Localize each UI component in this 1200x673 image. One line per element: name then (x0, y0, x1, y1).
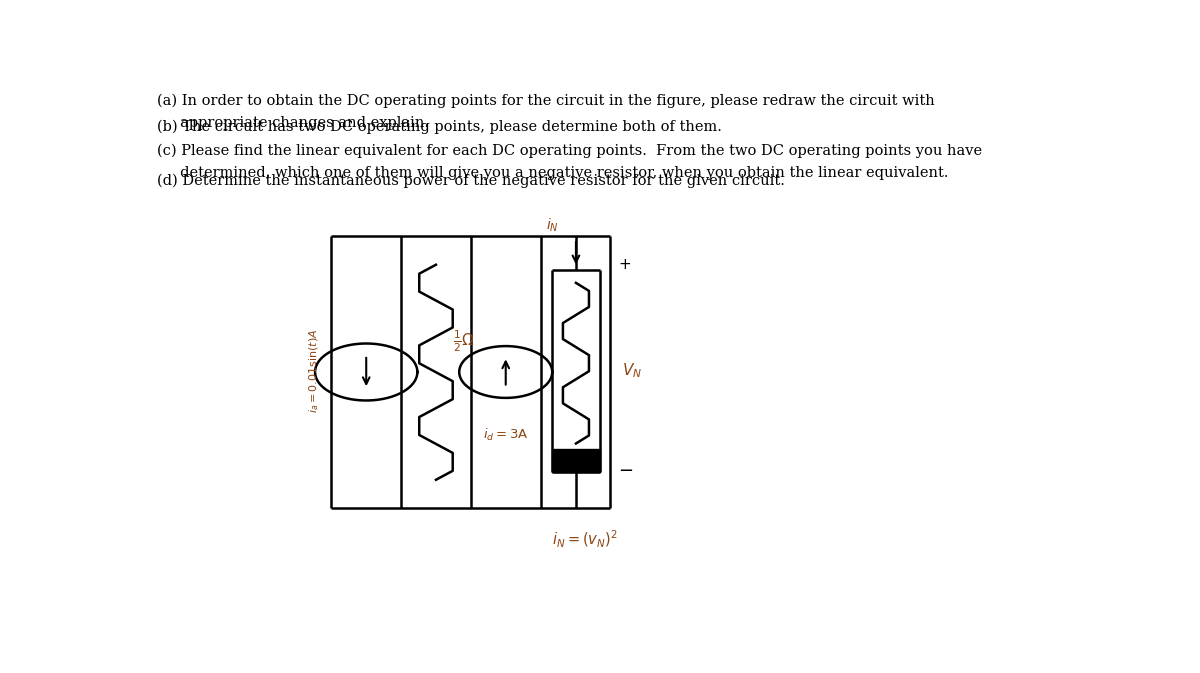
Text: $-$: $-$ (618, 460, 632, 479)
Text: $i_N$: $i_N$ (546, 216, 559, 234)
Text: (a) In order to obtain the DC operating points for the circuit in the figure, pl: (a) In order to obtain the DC operating … (157, 94, 935, 108)
Text: appropriate changes and explain.: appropriate changes and explain. (157, 116, 430, 130)
Text: $V_N$: $V_N$ (622, 361, 642, 380)
Text: (d) Determine the instantaneous power of the negative resistor for the given cir: (d) Determine the instantaneous power of… (157, 174, 785, 188)
Text: (c) Please find the linear equivalent for each DC operating points.  From the tw: (c) Please find the linear equivalent fo… (157, 144, 983, 158)
Polygon shape (552, 449, 600, 472)
Text: $+$: $+$ (618, 258, 631, 272)
Text: (b) The circuit has two DC operating points, please determine both of them.: (b) The circuit has two DC operating poi… (157, 120, 722, 134)
Text: $i_N{=}(v_N)^2$: $i_N{=}(v_N)^2$ (552, 529, 618, 550)
Text: determined, which one of them will give you a negative resistor, when you obtain: determined, which one of them will give … (157, 166, 949, 180)
Text: $i_d{=}3\mathrm{A}$: $i_d{=}3\mathrm{A}$ (482, 427, 528, 443)
Text: $\frac{1}{2}\Omega$: $\frac{1}{2}\Omega$ (452, 328, 474, 354)
Text: $i_a{=}0.01\sin(t)A$: $i_a{=}0.01\sin(t)A$ (308, 328, 322, 413)
